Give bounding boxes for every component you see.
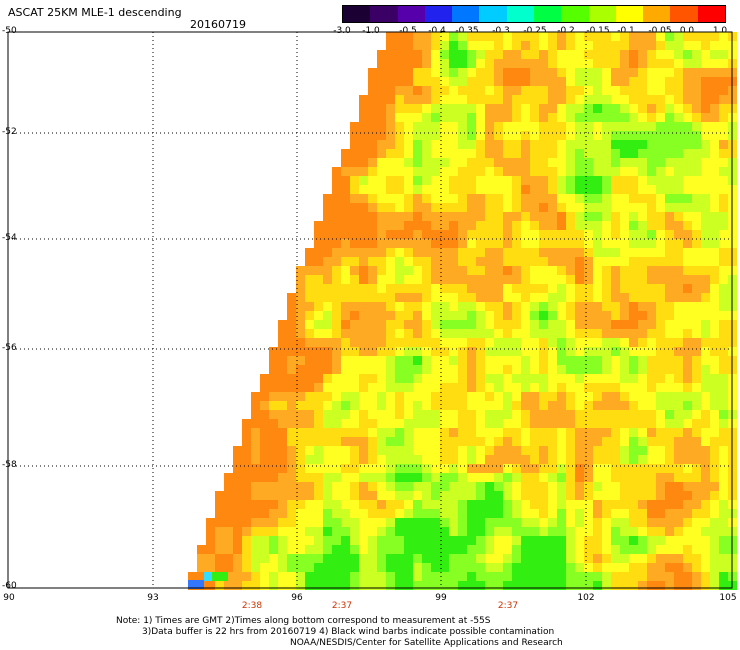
note-line-3: NOAA/NESDIS/Center for Satellite Applica…	[290, 638, 563, 648]
lon-label-93: 93	[147, 593, 159, 603]
color-swatch	[643, 6, 671, 22]
lon-label-90: 90	[3, 593, 15, 603]
color-scale-label: 1.0	[712, 26, 728, 36]
color-swatch	[697, 6, 725, 22]
map-title: ASCAT 25KM MLE-1 descending	[8, 6, 182, 19]
color-swatch	[588, 6, 616, 22]
color-scale-label: 0.0	[679, 26, 695, 36]
color-swatch	[343, 6, 371, 22]
lon-label-102: 102	[577, 593, 595, 603]
color-scale-labels: -3.0 -1.0 -0.5 -0.4 -0.35 -0.3 -0.25 -0.2 -0.15-…	[330, 26, 730, 38]
color-swatch	[561, 6, 589, 22]
lon-label-105: 105	[719, 593, 737, 603]
color-scale-label: -0.4	[428, 26, 446, 36]
color-scale-label: -3.0	[333, 26, 351, 36]
lat-label-56: -56	[2, 343, 17, 353]
plot-frame	[7, 31, 733, 589]
color-scale-label: -1.0	[362, 26, 380, 36]
data-cells	[188, 32, 737, 590]
color-scale-label: -0.35	[455, 26, 479, 36]
color-swatch	[397, 6, 425, 22]
color-swatch	[670, 6, 698, 22]
lat-label-58: -58	[2, 460, 17, 470]
color-swatch	[479, 6, 507, 22]
color-scale-label: -0.05	[648, 26, 672, 36]
color-scale-label: -0.5	[399, 26, 417, 36]
note-line-2: 3)Data buffer is 22 hrs from 20160719 4)…	[142, 627, 555, 637]
color-scale-label: -0.1	[617, 26, 635, 36]
map-date: 20160719	[190, 18, 246, 31]
time-label-2: 2:37	[331, 601, 353, 611]
lat-label-50: -50	[2, 26, 17, 36]
color-scale-label: -0.3	[492, 26, 510, 36]
note-line-1: Note: 1) Times are GMT 2)Times along bot…	[116, 616, 491, 626]
lat-label-54: -54	[2, 233, 17, 243]
color-swatch	[615, 6, 644, 22]
color-scale-label: -0.25	[523, 26, 547, 36]
color-swatch	[533, 6, 562, 22]
grid-lines	[8, 32, 732, 588]
color-scale-label: -0.15	[586, 26, 610, 36]
color-scale-bar	[342, 5, 726, 23]
lon-label-96: 96	[291, 593, 303, 603]
color-scale-label: -0.2	[557, 26, 575, 36]
color-swatch	[506, 6, 534, 22]
lon-label-99: 99	[435, 593, 447, 603]
time-label-3: 2:37	[497, 601, 519, 611]
color-swatch	[452, 6, 480, 22]
lat-label-52: -52	[2, 127, 17, 137]
time-label-1: 2:38	[241, 601, 263, 611]
color-swatch	[370, 6, 398, 22]
color-swatch	[424, 6, 453, 22]
lat-label-60: -60	[2, 581, 17, 591]
